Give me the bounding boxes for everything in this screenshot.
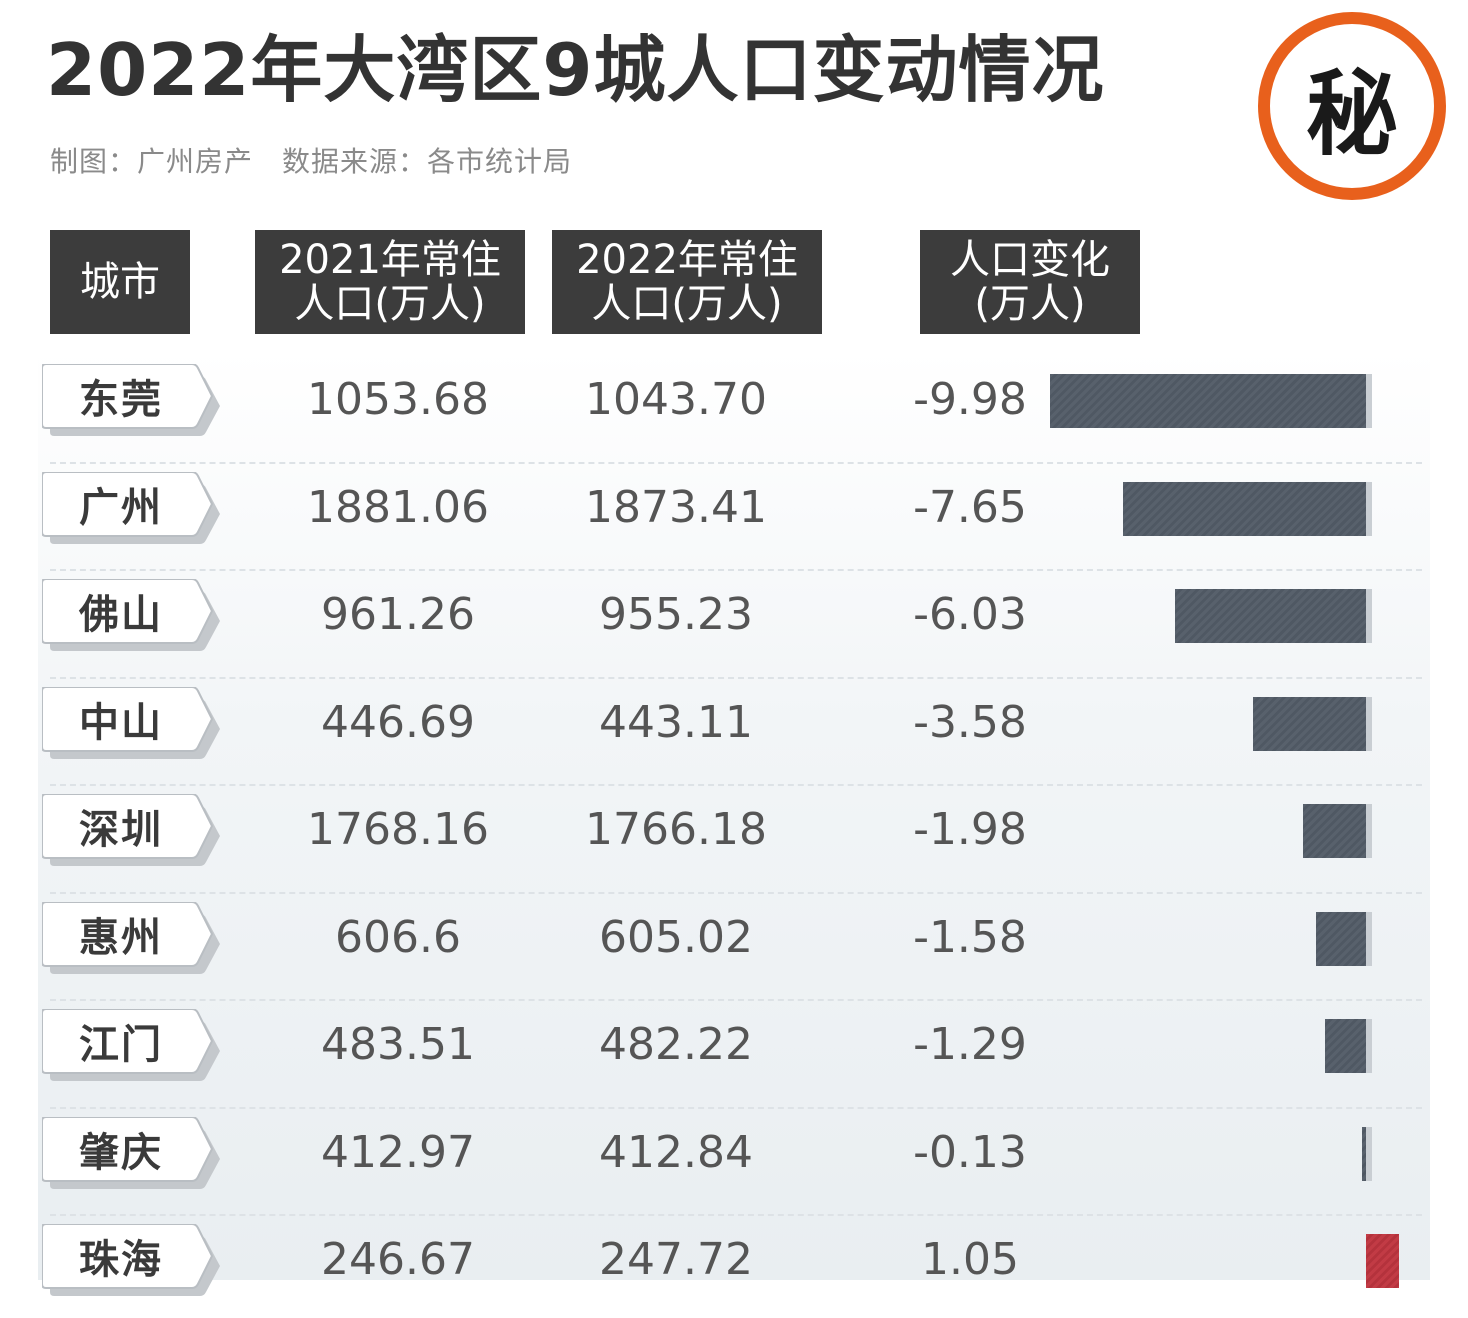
table-row: 中山 446.69 443.11 -3.58 (0, 673, 1468, 781)
table-row: 珠海 246.67 247.72 1.05 (0, 1210, 1468, 1318)
change-bar (1049, 374, 1366, 428)
pop-2021-value: 961.26 (321, 589, 475, 640)
change-value: -1.29 (913, 1019, 1027, 1070)
bar-baseline-cap (1366, 804, 1372, 858)
change-value: -3.58 (913, 696, 1027, 748)
change-bar (1315, 911, 1366, 966)
change-value: -7.65 (913, 481, 1027, 533)
city-tag: 广州 (42, 471, 220, 556)
city-tag: 佛山 (42, 579, 220, 663)
table-row: 深圳 1768.16 1766.18 -1.98 (0, 780, 1468, 888)
city-tag: 惠州 (42, 901, 220, 986)
row-divider (50, 1214, 1422, 1216)
table-row: 广州 1881.06 1873.41 -7.65 (0, 458, 1468, 566)
change-value: -1.58 (913, 911, 1027, 963)
header-city: 城市 (50, 230, 190, 334)
header-change-line1: 人口变化 (950, 237, 1110, 283)
pop-2022-value: 1766.18 (585, 804, 767, 855)
city-tag: 东莞 (42, 364, 220, 448)
pop-2022-value: 443.11 (599, 696, 753, 748)
row-divider (50, 1106, 1422, 1109)
header-pop2021-line1: 2021年常住 (279, 237, 501, 283)
pop-2021-value: 606.6 (335, 911, 461, 963)
header-city-label: 城市 (80, 259, 160, 305)
table-row: 江门 483.51 482.22 -1.29 (0, 995, 1468, 1103)
row-divider (50, 784, 1422, 786)
pop-2021-value: 246.67 (321, 1234, 475, 1285)
pop-2021-value: 1768.16 (307, 804, 489, 855)
header-pop2022-line2: 人口(万人) (591, 281, 783, 327)
pop-2022-value: 412.84 (599, 1126, 753, 1178)
row-divider (50, 461, 1422, 464)
bar-baseline-cap (1366, 1019, 1372, 1073)
city-name: 惠州 (79, 914, 163, 961)
bar-baseline-cap (1366, 911, 1372, 966)
change-bar (1174, 589, 1366, 643)
city-tag: 中山 (42, 686, 220, 771)
change-value: 1.05 (921, 1234, 1019, 1285)
change-bar (1361, 1126, 1366, 1181)
pop-2022-value: 1873.41 (585, 481, 767, 533)
pop-2022-value: 247.72 (599, 1234, 753, 1285)
bar-baseline-cap (1366, 481, 1372, 536)
header-pop2022: 2022年常住 人口(万人) (552, 230, 822, 334)
pop-2021-value: 446.69 (321, 696, 475, 748)
secret-badge: 秘 (1258, 12, 1446, 200)
table-row: 肇庆 412.97 412.84 -0.13 (0, 1103, 1468, 1211)
city-name: 东莞 (79, 377, 163, 423)
change-value: -0.13 (913, 1126, 1027, 1178)
pop-2021-value: 1053.68 (307, 374, 489, 425)
change-bar (1366, 1234, 1400, 1288)
change-value: -9.98 (913, 374, 1027, 425)
city-name: 珠海 (79, 1237, 163, 1283)
row-divider (50, 891, 1422, 894)
city-tag: 珠海 (42, 1224, 220, 1308)
city-tag: 深圳 (42, 794, 220, 878)
page-title: 2022年大湾区9城人口变动情况 (46, 28, 1105, 112)
bar-baseline-cap (1366, 696, 1372, 751)
pop-2022-value: 482.22 (599, 1019, 753, 1070)
bar-baseline-cap (1366, 589, 1372, 643)
bar-baseline-cap (1366, 1126, 1372, 1181)
header-pop2022-line1: 2022年常住 (576, 237, 798, 283)
pop-2022-value: 605.02 (599, 911, 753, 963)
table-row: 惠州 606.6 605.02 -1.58 (0, 888, 1468, 996)
row-divider (50, 999, 1422, 1001)
change-bar (1123, 481, 1366, 536)
pop-2021-value: 412.97 (321, 1126, 475, 1178)
header-pop2021: 2021年常住 人口(万人) (255, 230, 525, 334)
bar-baseline-cap (1366, 374, 1372, 428)
city-name: 广州 (79, 484, 163, 531)
row-divider (50, 569, 1422, 571)
change-value: -6.03 (913, 589, 1027, 640)
table-row: 佛山 961.26 955.23 -6.03 (0, 565, 1468, 673)
city-tag: 肇庆 (42, 1116, 220, 1201)
pop-2022-value: 1043.70 (585, 374, 767, 425)
pop-2021-value: 483.51 (321, 1019, 475, 1070)
city-name: 深圳 (79, 807, 163, 853)
change-bar (1325, 1019, 1366, 1073)
city-name: 中山 (79, 699, 163, 746)
city-tag: 江门 (42, 1009, 220, 1093)
header-change-line2: (万人) (974, 281, 1086, 327)
city-name: 江门 (79, 1022, 163, 1068)
table-row: 东莞 1053.68 1043.70 -9.98 (0, 350, 1468, 458)
pop-2022-value: 955.23 (599, 589, 753, 640)
city-name: 肇庆 (79, 1129, 163, 1176)
header-change: 人口变化 (万人) (920, 230, 1140, 334)
change-value: -1.98 (913, 804, 1027, 855)
change-bar (1303, 804, 1366, 858)
row-divider (50, 676, 1422, 679)
header-pop2021-line2: 人口(万人) (294, 281, 486, 327)
page-subtitle: 制图：广州房产 数据来源：各市统计局 (50, 145, 573, 178)
change-bar (1252, 696, 1366, 751)
pop-2021-value: 1881.06 (307, 481, 489, 533)
city-name: 佛山 (79, 592, 163, 638)
